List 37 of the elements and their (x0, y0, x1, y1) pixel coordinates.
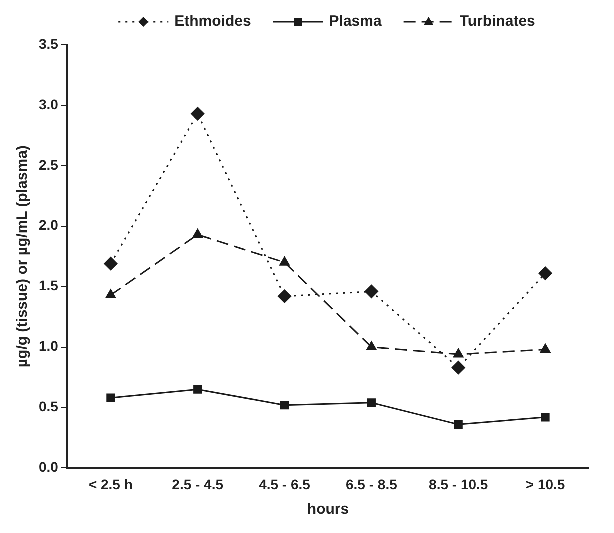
x-tick-label: 2.5 - 4.5 (172, 476, 224, 492)
y-tick-label: 1.0 (38, 338, 59, 354)
point (278, 290, 292, 304)
point (191, 107, 205, 121)
y-tick-label: 2.0 (38, 217, 59, 234)
point (106, 290, 116, 299)
point (104, 257, 118, 271)
point (454, 420, 463, 429)
x-tick-label: 8.5 - 10.5 (429, 476, 488, 492)
legend-label: Plasma (329, 13, 382, 30)
point (541, 413, 550, 422)
x-tick-label: 4.5 - 6.5 (259, 476, 311, 492)
point (192, 229, 203, 238)
y-tick-label: 0.5 (38, 398, 59, 415)
y-tick-label: 3.0 (38, 96, 59, 112)
point (280, 256, 290, 266)
point (364, 284, 378, 298)
y-tick-label: 3.5 (38, 36, 59, 52)
x-axis-title: hours (307, 501, 350, 518)
point (366, 342, 377, 351)
legend-label: Turbinates (460, 13, 536, 30)
legend-label: Ethmoides (174, 13, 252, 30)
point (367, 398, 376, 408)
y-tick-label: 1.5 (38, 278, 59, 294)
point (194, 385, 202, 394)
point (280, 401, 290, 410)
y-tick-label: 0.0 (38, 459, 59, 476)
x-tick-label: < 2.5 h (88, 476, 133, 492)
x-tick-label: 6.5 - 8.5 (346, 476, 398, 492)
point (106, 394, 116, 402)
point (540, 344, 551, 353)
point (454, 348, 464, 358)
y-tick-label: 2.5 (38, 156, 59, 173)
y-axis-title: µg/g (tissue) or µg/mL (plasma) (14, 146, 32, 368)
x-tick-label: > 10.5 (526, 476, 566, 492)
point (538, 266, 552, 280)
point (452, 361, 466, 375)
